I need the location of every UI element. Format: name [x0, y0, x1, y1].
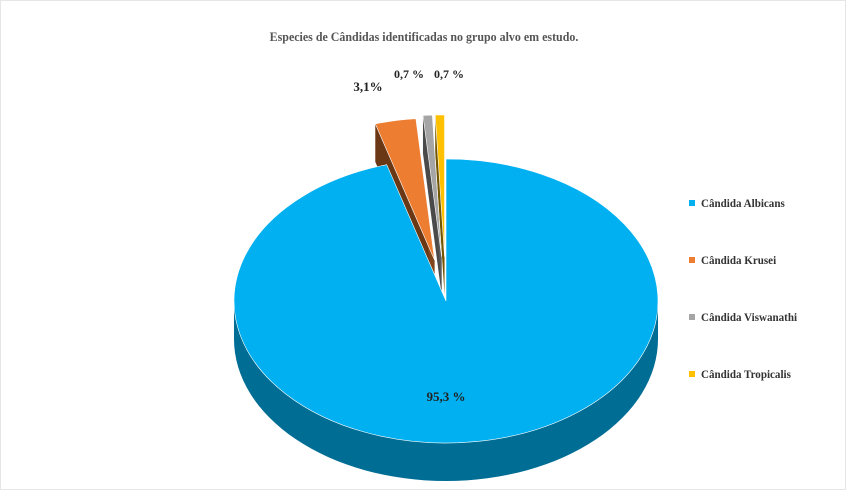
- pie-face-candida-viswanathi-start: [422, 115, 442, 295]
- legend-item-candida-tropicalis: Cândida Tropicalis: [689, 346, 805, 402]
- legend-swatch: [689, 314, 695, 320]
- legend-item-candida-viswanathi: Cândida Viswanathi: [689, 289, 805, 345]
- pie-top: [233, 114, 659, 444]
- data-label-candida-tropicalis: 0,7 %: [434, 67, 464, 81]
- pie-slice-candida-krusei: [374, 118, 435, 261]
- chart-title: Especies de Cândidas identificadas no gr…: [269, 29, 579, 44]
- pie-slice-candida-tropicalis: [434, 114, 445, 257]
- legend-item-candida-krusei: Cândida Krusei: [689, 232, 805, 288]
- legend-label: Cândida Tropicalis: [701, 366, 791, 381]
- pie-side-candida-tropicalis: [435, 114, 445, 295]
- pie-slice-candida-albicans: [233, 158, 659, 444]
- pie-wall-candida-albicans: [234, 301, 658, 481]
- legend-label: Cândida Viswanathi: [701, 309, 798, 324]
- legend-swatch: [689, 200, 695, 206]
- pie-face-candida-tropicalis-start: [435, 114, 445, 295]
- legend-swatch: [689, 257, 695, 263]
- legend: Cândida Albicans Cândida Krusei Cândida Vi…: [689, 175, 805, 403]
- legend-label: Cândida Albicans: [701, 195, 785, 210]
- pie-slice-candida-viswanathi: [422, 114, 442, 257]
- legend-swatch: [689, 371, 695, 377]
- data-label-candida-albicans: 95,3 %: [427, 389, 466, 404]
- data-label-candida-viswanathi: 0,7 %: [394, 67, 424, 81]
- legend-item-candida-albicans: Cândida Albicans: [689, 175, 805, 231]
- data-label-candida-krusei: 3,1%: [353, 79, 382, 94]
- pie-labels: 95,3 % 3,1% 0,7 % 0,7 %: [353, 67, 465, 404]
- legend-label: Cândida Krusei: [701, 252, 777, 267]
